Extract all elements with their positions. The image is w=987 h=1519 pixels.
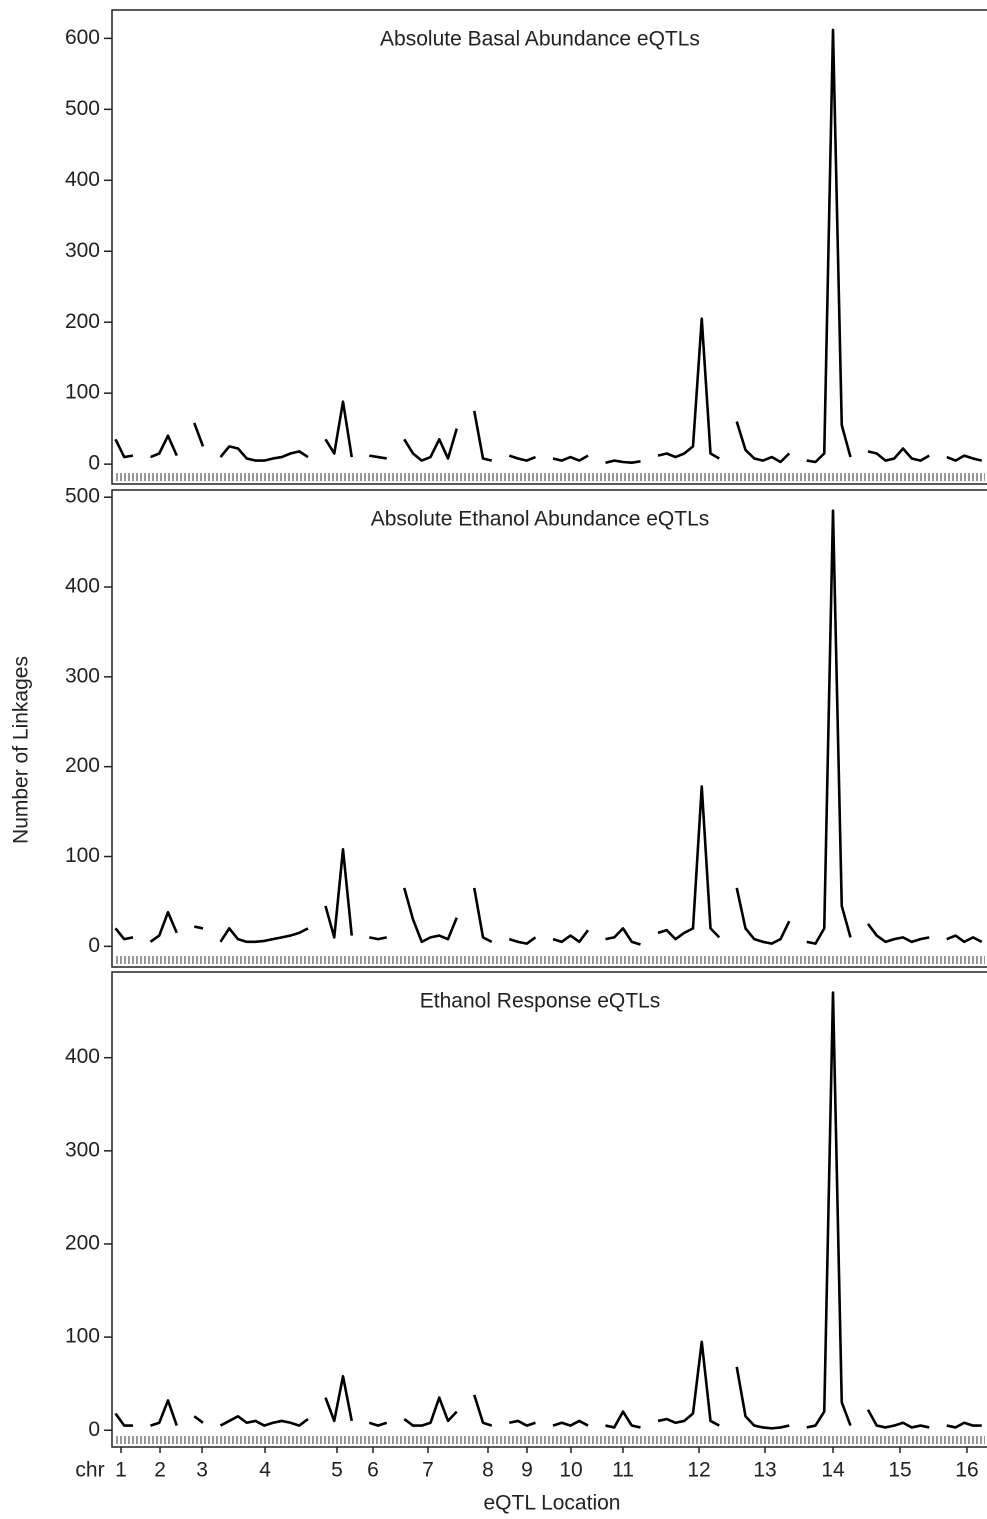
- x-tick-label: 8: [482, 1459, 494, 1482]
- marker-ticks: [116, 473, 985, 481]
- x-tick-label: 4: [259, 1459, 271, 1482]
- x-tick-label: 2: [154, 1459, 166, 1482]
- panel-title: Absolute Ethanol Abundance eQTLs: [371, 508, 710, 531]
- y-tick-label: 100: [65, 844, 100, 867]
- x-tick-label: 7: [422, 1459, 434, 1482]
- y-tick-label: 100: [65, 381, 100, 404]
- y-tick-label: 100: [65, 1325, 100, 1348]
- x-tick-label: 10: [559, 1459, 582, 1482]
- y-tick-label: 0: [88, 1418, 100, 1441]
- y-tick-label: 500: [65, 485, 100, 508]
- x-tick-label: 12: [687, 1459, 710, 1482]
- x-tick-label: 9: [521, 1459, 533, 1482]
- x-axis-label: eQTL Location: [484, 1492, 621, 1515]
- y-tick-label: 500: [65, 97, 100, 120]
- data-line: [114, 991, 982, 1430]
- y-tick-label: 300: [65, 1138, 100, 1161]
- x-tick-label: 6: [367, 1459, 379, 1482]
- panel-title: Ethanol Response eQTLs: [420, 990, 660, 1013]
- x-tick-label: 13: [753, 1459, 776, 1482]
- y-tick-label: 300: [65, 239, 100, 262]
- data-line: [114, 509, 983, 946]
- y-tick-label: 300: [65, 664, 100, 687]
- y-axis-label: Number of Linkages: [10, 656, 33, 844]
- marker-ticks: [116, 956, 985, 964]
- panel-title: Absolute Basal Abundance eQTLs: [380, 28, 700, 51]
- x-tick-label: 1: [115, 1459, 127, 1482]
- panel-frame: [111, 971, 987, 1448]
- x-tick-label: 15: [888, 1459, 911, 1482]
- y-tick-label: 400: [65, 575, 100, 598]
- x-tick-label: 3: [196, 1459, 208, 1482]
- y-tick-label: 200: [65, 310, 100, 333]
- x-tick-label: 5: [331, 1459, 343, 1482]
- panel-frame: [111, 9, 987, 485]
- x-prefix: chr: [75, 1459, 104, 1482]
- y-tick-label: 600: [65, 26, 100, 49]
- y-tick-label: 0: [88, 934, 100, 957]
- data-line: [114, 28, 983, 465]
- x-tick-label: 16: [955, 1459, 978, 1482]
- x-tick-label: 14: [821, 1459, 845, 1482]
- x-tick-label: 11: [612, 1459, 634, 1482]
- y-tick-label: 200: [65, 1232, 100, 1255]
- panel-frame: [111, 489, 987, 968]
- marker-ticks: [116, 1436, 985, 1444]
- y-tick-label: 400: [65, 1045, 100, 1068]
- y-tick-label: 200: [65, 754, 100, 777]
- y-tick-label: 0: [88, 452, 100, 475]
- y-tick-label: 400: [65, 168, 100, 191]
